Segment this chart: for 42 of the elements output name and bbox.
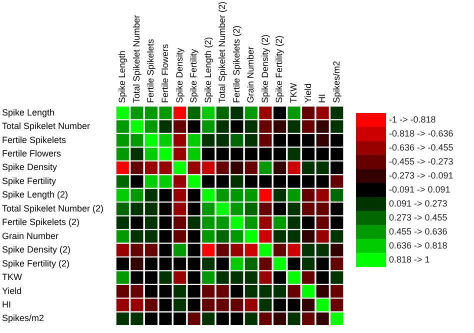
color-bar-label: 0.636 -> 0.818 — [389, 240, 448, 250]
color-bar-label: -0.455 -> -0.273 — [389, 156, 454, 166]
y-tick-label: Yield — [2, 286, 22, 296]
x-tick-label: Spike Fertility — [188, 48, 199, 103]
color-bar-label: 0.455 -> 0.636 — [389, 226, 448, 236]
color-bar-label: -1 -> -0.818 — [389, 114, 436, 124]
x-tick-label: Spike Length — [117, 50, 128, 103]
y-tick-label: Spike Fertility (2) — [2, 258, 70, 268]
x-tick-label: Spike Fertility (2) — [274, 35, 284, 103]
y-tick-label: Spikes/m2 — [2, 313, 44, 324]
color-bar-label: 0.818 -> 1 — [389, 254, 430, 264]
x-tick-label: TKW — [288, 82, 299, 103]
y-tick-label: Spike Density (2) — [2, 244, 71, 255]
x-tick-label: Spikes/m2 — [331, 60, 342, 103]
y-tick-label: Total Spikelet Number — [2, 121, 90, 132]
x-tick-label: Fertile Flowers — [160, 43, 170, 103]
y-tick-label: Grain Number — [2, 230, 59, 241]
color-bar-label: 0.273 -> 0.455 — [389, 212, 448, 223]
x-tick-label: Spike Length (2) — [202, 36, 213, 103]
x-tick-label: Fertile Spikelets — [146, 38, 156, 103]
color-bar-label: -0.091 -> 0.091 — [389, 184, 450, 194]
y-tick-label: Spike Density — [2, 162, 58, 172]
y-tick-label: Total Spikelet Number (2) — [2, 203, 104, 214]
color-bar-label: -0.273 -> -0.091 — [389, 170, 454, 180]
y-tick-label: Fertile Spikelets — [2, 134, 67, 145]
y-tick-label: Fertile Spikelets (2) — [2, 217, 80, 228]
y-tick-label: Spike Fertility — [2, 176, 57, 186]
color-bar-label: 0.091 -> 0.273 — [389, 198, 448, 208]
x-tick-label: Total Spikelet Number (2) — [217, 1, 228, 103]
x-tick-label: Spike Density — [174, 47, 184, 103]
x-tick-label: Grain Number — [246, 46, 256, 103]
x-tick-label: Yield — [302, 83, 313, 103]
y-tick-label: Spike Length — [2, 107, 55, 118]
y-tick-label: Fertile Flowers — [2, 148, 62, 159]
y-tick-label: TKW — [2, 272, 22, 282]
y-tick-label: Spike Length (2) — [2, 190, 68, 200]
x-tick-label: Spike Density (2) — [260, 34, 270, 103]
x-tick-label: Fertile Spikelets (2) — [231, 25, 242, 103]
x-tick-label: HI — [317, 94, 328, 103]
color-bar-label: -0.818 -> -0.636 — [389, 128, 454, 139]
color-bar-label: -0.636 -> -0.455 — [389, 142, 454, 153]
y-tick-label: HI — [2, 299, 11, 310]
